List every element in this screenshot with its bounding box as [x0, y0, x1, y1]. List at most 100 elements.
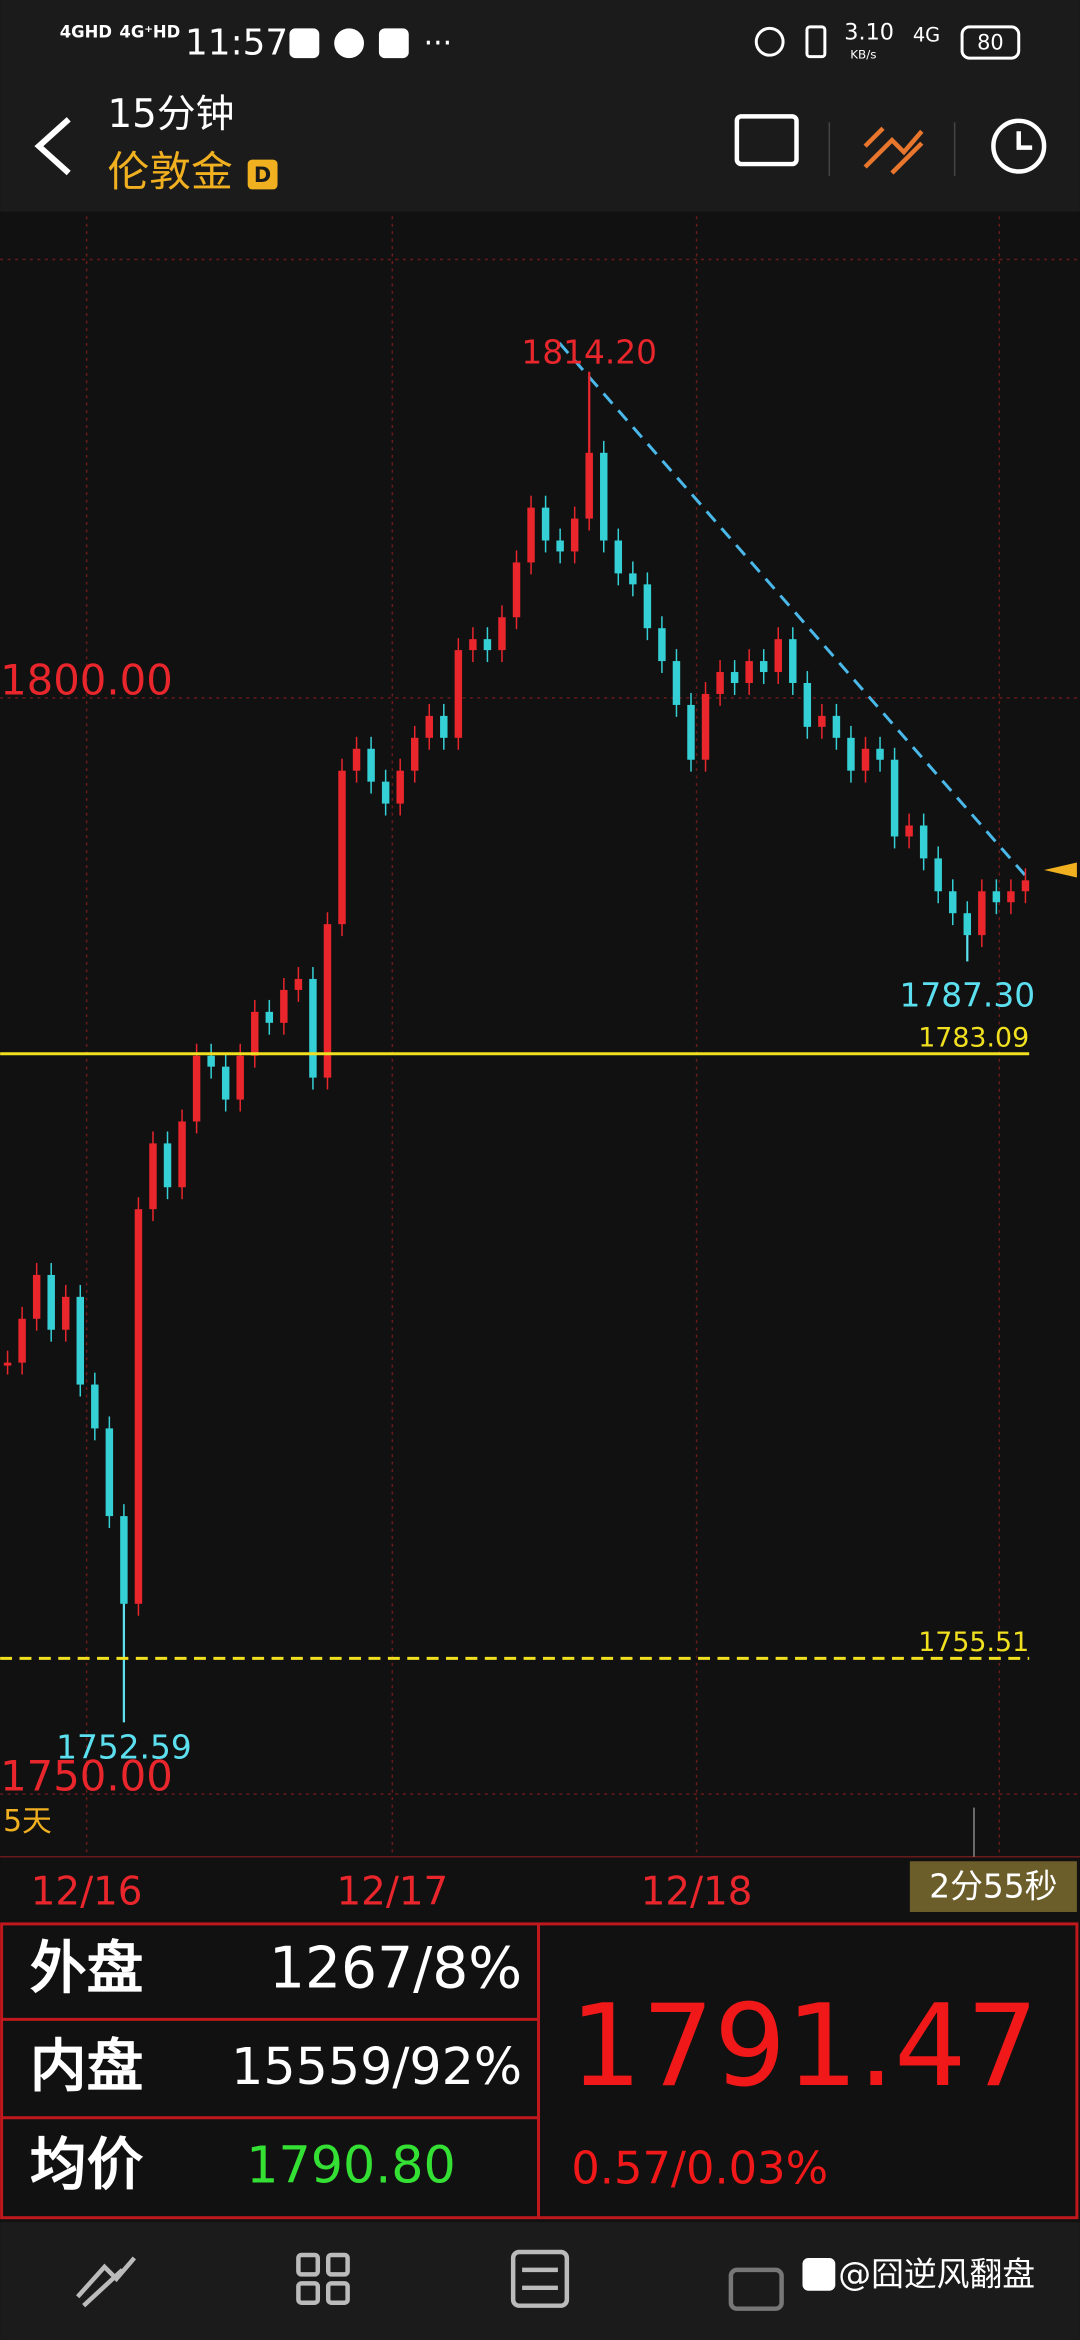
speed-unit: KB/s	[850, 48, 876, 62]
header-bg	[0, 0, 1080, 212]
battery-level: 80	[977, 30, 1004, 54]
candle	[163, 1143, 172, 1188]
badge-bg	[247, 159, 278, 190]
candle	[614, 540, 623, 574]
candle	[978, 891, 986, 936]
candle	[643, 584, 652, 629]
candle	[3, 1362, 12, 1366]
badge: D	[254, 163, 271, 187]
network: 4G⁺HD	[119, 22, 180, 41]
candle	[120, 1516, 128, 1604]
change: 0.57/0.03%	[571, 2141, 828, 2194]
candle	[919, 825, 928, 859]
x-tick-label: 12/16	[31, 1870, 143, 1915]
countdown-bg	[909, 1861, 1077, 1912]
candle	[280, 989, 288, 1023]
candle	[221, 1066, 230, 1100]
candle	[847, 737, 855, 771]
candle	[658, 628, 666, 662]
candle	[672, 661, 681, 705]
candle	[105, 1428, 114, 1517]
countdown: 2分55秒	[929, 1868, 1057, 1906]
extreme-label: 1814.20	[521, 333, 657, 371]
level-label: 1755.51	[918, 1627, 1029, 1658]
candle	[192, 1055, 201, 1122]
y-tick-label: 1750.00	[0, 1752, 173, 1801]
extreme-label: 1752.59	[56, 1729, 192, 1767]
candle	[1021, 880, 1030, 892]
candle	[687, 704, 695, 760]
symbol[interactable]: 伦敦金	[107, 147, 232, 196]
candle	[730, 672, 739, 684]
back-button[interactable]	[34, 117, 71, 176]
range-label[interactable]: 5天	[3, 1804, 52, 1839]
candle	[716, 672, 724, 694]
candle	[352, 748, 361, 771]
last-price: 1791.47	[570, 1980, 1039, 2112]
x-tick-label: 12/18	[641, 1870, 753, 1915]
more-icon: ···	[424, 26, 452, 61]
avg-label: 均价	[30, 2132, 144, 2198]
candle	[294, 978, 303, 990]
candle	[759, 661, 768, 673]
candle	[396, 770, 404, 804]
nav-lock[interactable]	[728, 2267, 784, 2311]
candle	[454, 650, 463, 738]
candle	[91, 1384, 99, 1429]
candle	[367, 748, 375, 782]
candle	[62, 1296, 70, 1330]
candle	[47, 1274, 55, 1330]
trend-line	[558, 342, 1031, 881]
candle	[963, 913, 972, 936]
candle	[570, 518, 579, 552]
app-icon	[289, 28, 320, 59]
alarm-icon	[754, 26, 785, 57]
extreme-label: 1787.30	[899, 977, 1035, 1015]
candle	[381, 781, 390, 804]
candle	[323, 924, 332, 1078]
candle	[149, 1143, 157, 1210]
nav-draw[interactable]	[76, 2256, 137, 2308]
candle	[890, 759, 899, 837]
network: 4GHD	[60, 22, 112, 41]
quote-grid	[0, 1922, 1079, 2220]
price-marker	[1044, 862, 1077, 878]
candle	[600, 452, 608, 541]
chart-bg	[0, 211, 1080, 1924]
nav-settings[interactable]	[510, 2249, 570, 2308]
candle	[134, 1209, 143, 1604]
candle	[440, 715, 448, 738]
candle	[541, 507, 550, 541]
lock-button[interactable]	[734, 114, 799, 167]
candle	[207, 1055, 215, 1067]
candle	[178, 1121, 186, 1188]
nav-bar	[0, 2222, 1080, 2340]
vibrate-icon	[805, 25, 827, 59]
x-tick-label: 12/17	[336, 1870, 448, 1915]
candle	[410, 737, 419, 771]
candle	[469, 639, 477, 651]
candle	[949, 891, 957, 914]
fb-icon	[802, 2257, 836, 2291]
candle	[1007, 891, 1015, 903]
candle	[789, 639, 797, 684]
app-icon	[334, 28, 365, 59]
draw-button[interactable]	[863, 126, 924, 175]
candle	[629, 573, 637, 585]
history-hand	[1016, 131, 1033, 150]
candle	[861, 748, 870, 771]
history-button[interactable]	[991, 118, 1047, 174]
network: 4G	[913, 23, 940, 46]
nav-grid[interactable]	[296, 2252, 350, 2305]
outer-value: 1267/8%	[269, 1935, 522, 2001]
candle	[425, 715, 433, 738]
interval: 15分钟	[107, 92, 234, 137]
clock: 11:57	[185, 23, 288, 64]
candle	[32, 1274, 41, 1319]
app-icon	[378, 28, 409, 59]
candle	[876, 748, 884, 760]
avg-value: 1790.80	[246, 2135, 456, 2194]
candle	[76, 1296, 85, 1385]
candle	[265, 1011, 274, 1023]
outer-label: 外盘	[30, 1935, 143, 2001]
